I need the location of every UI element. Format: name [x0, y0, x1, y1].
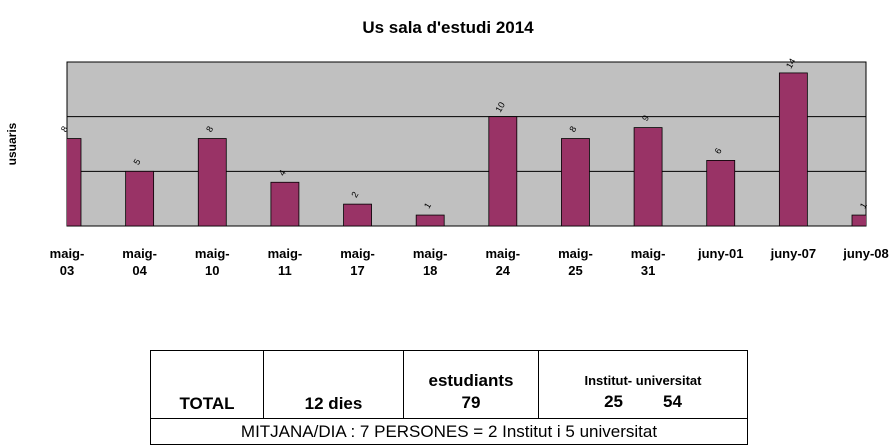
x-tick-label: juny-08 [843, 246, 889, 261]
bar [778, 72, 808, 226]
data-label: 4 [277, 168, 288, 177]
bar [197, 138, 227, 226]
chart: Us sala d'estudi 2014 usuaris 8 5 8 4 2 1 10 8 9… [5, 18, 869, 227]
cell: MITJANA/DIA : 7 PERSONES = 2 Institut i … [150, 418, 748, 445]
chart-title: Us sala d'estudi 2014 [362, 18, 534, 37]
universitat: 54 [663, 392, 682, 411]
data-label: 14 [784, 57, 798, 71]
bar [343, 203, 372, 226]
x-tick-label: juny-01 [697, 246, 744, 261]
data-label: 8 [567, 124, 578, 133]
bar [415, 214, 445, 226]
x-tick-label: maig- 31 [630, 246, 666, 278]
days: 12 dies [304, 394, 363, 413]
cell: Institut- universitat 25 54 [538, 350, 748, 419]
y-axis-label: usuaris [5, 122, 19, 165]
bar [561, 138, 590, 226]
x-tick-label: maig- 18 [412, 246, 448, 278]
x-tick-label: maig- 25 [558, 246, 593, 278]
data-label: 6 [713, 146, 724, 155]
x-tick-label: juny-07 [770, 246, 817, 261]
data-label: 9 [640, 113, 651, 122]
cell: estudiants 79 [403, 350, 539, 419]
x-tick-label: maig- 10 [194, 246, 230, 278]
bar [67, 138, 82, 226]
bar [633, 127, 663, 226]
plot-area [66, 61, 867, 227]
cell: TOTAL [150, 350, 264, 419]
summary-table: TOTAL 12 dies estudiants 79 Institut- uni… [150, 350, 748, 445]
students: 79 [461, 393, 481, 412]
cell: 12 dies [263, 350, 404, 419]
average: MITJANA/DIA : 7 PERSONES = 2 Institut i … [240, 421, 658, 441]
groups-label: Institut- universitat [584, 373, 702, 388]
students-label: estudiants [428, 371, 514, 390]
x-tick-label: maig- 11 [267, 246, 303, 278]
bar [125, 170, 155, 226]
data-label: 1 [858, 201, 869, 210]
bar [270, 181, 300, 226]
bar [488, 116, 518, 226]
total-label: TOTAL [179, 394, 235, 413]
institut: 25 [604, 392, 623, 411]
bar [851, 214, 866, 226]
data-label: 10 [493, 100, 507, 114]
data-label: 1 [422, 201, 433, 210]
data-label: 2 [349, 190, 360, 199]
x-tick-label: maig- 17 [340, 246, 375, 278]
bar [706, 159, 736, 226]
data-label: 8 [59, 124, 70, 133]
x-tick-label: maig- 03 [49, 246, 85, 278]
bars [67, 72, 866, 226]
x-tick-label: maig- 24 [485, 246, 521, 278]
data-label: 5 [131, 157, 142, 166]
data-label: 8 [204, 124, 215, 133]
x-tick-label: maig- 04 [122, 246, 157, 278]
